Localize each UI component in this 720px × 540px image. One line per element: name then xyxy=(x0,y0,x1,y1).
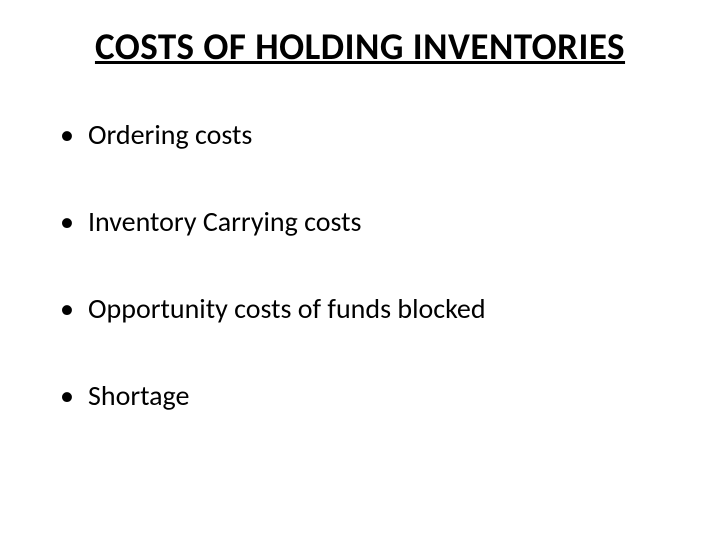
list-item: Ordering costs xyxy=(60,117,680,152)
slide-title: COSTS OF HOLDING INVENTORIES xyxy=(40,24,680,69)
list-item: Inventory Carrying costs xyxy=(60,204,680,239)
list-item: Shortage xyxy=(60,378,680,413)
bullet-list: Ordering costs Inventory Carrying costs … xyxy=(40,117,680,413)
list-item: Opportunity costs of funds blocked xyxy=(60,291,680,326)
